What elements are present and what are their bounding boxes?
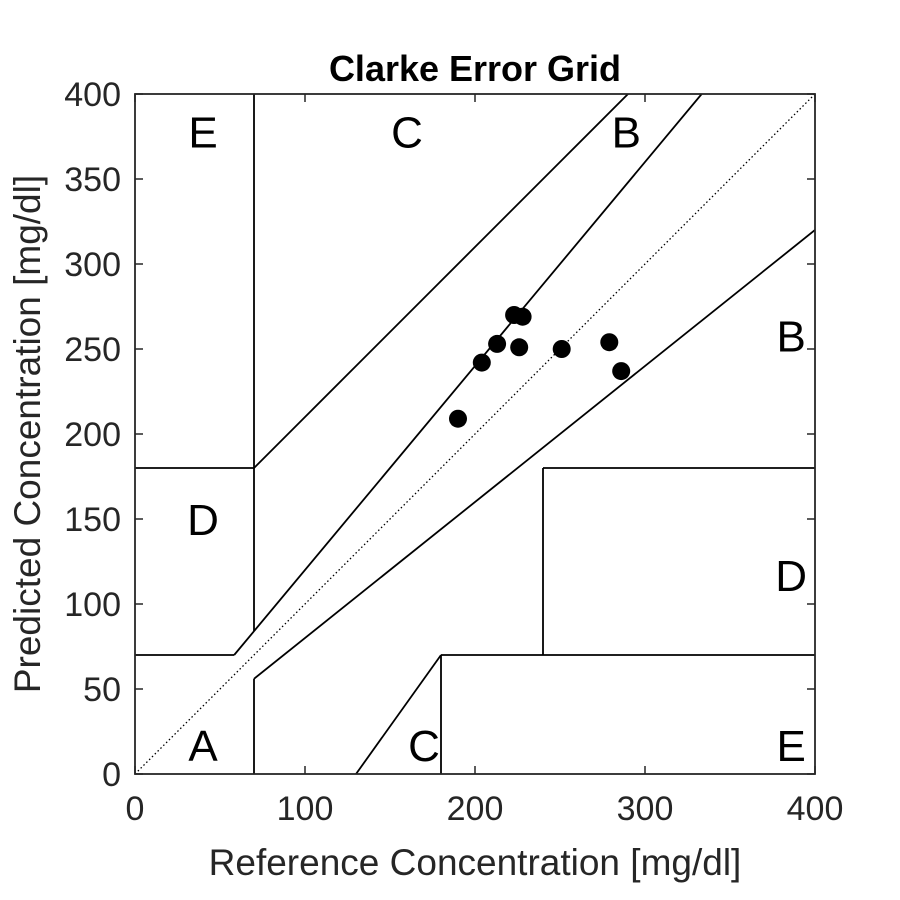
zone-boundary-line	[355, 654, 442, 774]
x-tick-label: 400	[787, 790, 844, 828]
zone-label-d: D	[187, 496, 219, 545]
plot-area: E C B D B D A C E	[135, 94, 815, 774]
zone-label-e: E	[188, 108, 217, 157]
y-tick-label: 200	[64, 416, 121, 454]
zone-boundary-line	[253, 94, 629, 469]
zone-label-a: A	[188, 722, 218, 771]
data-point	[513, 307, 532, 326]
y-tick-label: 0	[102, 756, 121, 794]
data-point	[510, 338, 529, 357]
zone-label-b: B	[777, 312, 806, 361]
zone-label-e: E	[777, 722, 806, 771]
zone-label-c: C	[408, 722, 440, 771]
zone-boundary-line	[233, 630, 255, 656]
zone-label-c: C	[391, 108, 423, 157]
data-point	[449, 409, 467, 428]
identity-line	[135, 94, 815, 774]
data-point	[612, 362, 631, 381]
y-tick-label: 400	[64, 76, 121, 114]
y-tick-label: 100	[64, 586, 121, 624]
zone-boundary-line	[253, 229, 815, 680]
y-tick-label: 350	[64, 161, 121, 199]
y-tick-label: 250	[64, 331, 121, 369]
x-tick-label: 100	[277, 790, 334, 828]
y-tick-label: 50	[83, 671, 121, 709]
data-point	[552, 340, 571, 358]
y-tick-label: 150	[64, 501, 121, 539]
x-tick-label: 300	[617, 790, 674, 828]
data-point	[488, 334, 507, 353]
x-axis-label: Reference Concentration [mg/dl]	[209, 842, 742, 883]
zone-label-b: B	[612, 108, 641, 157]
data-point	[472, 353, 491, 372]
y-axis-label: Predicted Concentration [mg/dl]	[7, 175, 48, 693]
axes: 0 100 200 300 400 0 50 100 150 200 250 300 350 400	[64, 76, 843, 828]
zone-label-d: D	[775, 552, 807, 601]
x-tick-label: 0	[126, 790, 145, 828]
y-tick-label: 300	[64, 246, 121, 284]
chart-title: Clarke Error Grid	[329, 48, 621, 89]
x-tick-label: 200	[447, 790, 504, 828]
data-point	[600, 333, 619, 352]
